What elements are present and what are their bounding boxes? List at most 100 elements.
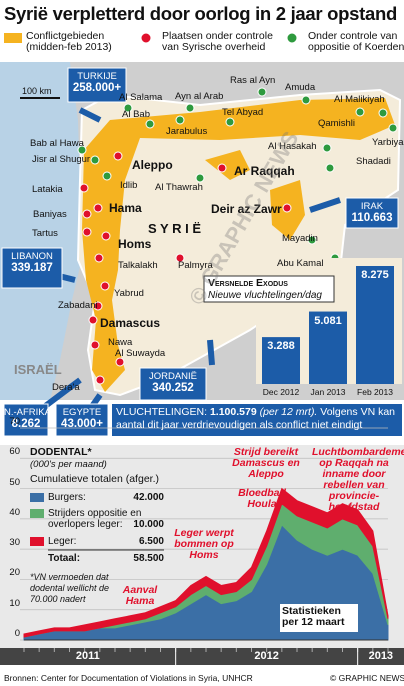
arrow [309, 197, 341, 213]
annotation: Bloedbad Houla [238, 487, 286, 510]
place-label: Baniyas [33, 209, 67, 220]
sea [0, 62, 84, 400]
place-label: Al Suwayda [115, 348, 166, 359]
legend-swatch [30, 537, 44, 546]
legend-label: Plaatsen onder controle van Syrische ove… [162, 30, 273, 53]
place-label: Palmyra [178, 260, 213, 271]
refugee-country: TURKIJE [77, 71, 117, 82]
place-label: Jarabulus [166, 126, 208, 137]
note-count: 1.100.579 [209, 406, 257, 418]
place-label: Nawa [108, 337, 133, 348]
place-label: Al Malikiyah [334, 94, 385, 105]
place-label: Qamishli [318, 118, 355, 129]
refugee-country: N.-AFRIKA [4, 407, 51, 418]
y-tick-label: 10 [9, 597, 20, 609]
annotation: Leger werpt bommen op Homs [174, 527, 234, 561]
chart-title: DODENTAL* [30, 446, 92, 458]
place-dot [355, 107, 365, 117]
place-label: Jisr al Shugur [32, 154, 91, 165]
place-label: Zabadani [58, 300, 98, 311]
place-dot [301, 95, 311, 105]
legend-swatch [140, 32, 152, 44]
annotation: Statistieken per 12 maart [282, 605, 345, 628]
place-dot [101, 231, 111, 241]
annotation-box [280, 604, 358, 632]
place-dot [307, 235, 317, 245]
place-dot [90, 340, 100, 350]
place-label: Shadadi [356, 156, 391, 167]
refugee-count: 258.000+ [72, 82, 122, 94]
annotation: Strijd bereikt Damascus en Aleppo [232, 446, 300, 480]
y-tick-label: 20 [9, 567, 20, 579]
place-label: Idlib [120, 180, 138, 191]
value-label: 3.288 [267, 340, 295, 353]
refugee-country: LIBANON [11, 251, 53, 262]
place-dot [115, 357, 125, 367]
refugee-count: 8.262 [11, 418, 41, 430]
note-date: (per 12 mrt). [259, 406, 318, 418]
total-value: 58.500 [133, 553, 164, 564]
place-dot [388, 123, 398, 133]
place-label: Mayadin [282, 233, 318, 244]
bar [262, 337, 300, 384]
refugee-note: VLUCHTELINGEN: 1.100.579 (per 12 mrt). V… [116, 406, 400, 432]
legend-swatch [4, 33, 22, 43]
place-dot [77, 145, 87, 155]
arrow [207, 339, 215, 366]
bar [356, 266, 394, 384]
annotation: Aanval Hama [122, 584, 158, 607]
legend-label: Conflictgebieden (midden-feb 2013) [26, 30, 112, 53]
credit: © GRAPHIC NEWS [330, 673, 404, 683]
place-dot [378, 108, 388, 118]
y-tick-label: 40 [9, 506, 20, 518]
note-box [112, 404, 402, 436]
place-label: Hama [109, 201, 142, 215]
legend-swatch [30, 493, 44, 502]
place-dot [145, 119, 155, 129]
place-label: Dera'a [52, 382, 80, 393]
refugee-count: 110.663 [351, 212, 393, 224]
source: Bronnen: Center for Documentation of Vio… [4, 673, 253, 683]
refugee-country: EGYPTE [62, 407, 102, 418]
legend-swatch [286, 32, 298, 44]
place-label: S Y R I Ë [148, 221, 201, 236]
place-label: Al Salama [119, 92, 163, 103]
x-group-label: 2013 [368, 650, 394, 662]
y-tick-label: 0 [14, 628, 20, 639]
year-band [0, 648, 404, 665]
value-label: 5.081 [314, 314, 342, 327]
place-label: Talkalakh [118, 260, 158, 271]
inset-subtitle: Nieuwe vluchtelingen/dag [208, 290, 322, 301]
scale-label: 100 km [22, 86, 52, 96]
refugee-box [55, 403, 109, 437]
place-label: Tartus [32, 228, 58, 239]
refugee-box [139, 367, 207, 401]
y-tick-label: 50 [9, 476, 20, 488]
y-tick-label: 60 [9, 446, 20, 458]
x-tick-label: Jan 2013 [310, 387, 346, 397]
place-dot [325, 163, 335, 173]
place-dot [217, 163, 227, 173]
place-dot [282, 203, 292, 213]
conflict-area [205, 150, 250, 180]
x-group-label: 2012 [254, 650, 279, 662]
refugee-box [345, 197, 399, 229]
place-dot [94, 253, 104, 263]
place-dot [79, 183, 89, 193]
title: Syrië verpletterd door oorlog in 2 jaar … [4, 3, 397, 24]
total-label: Totaal: [48, 553, 81, 564]
place-label: Aleppo [132, 158, 173, 172]
place-dot [102, 171, 112, 181]
place-dot [257, 87, 267, 97]
legend-label: Onder controle van oppositie of Koerden [308, 30, 404, 53]
x-tick-label: Feb 2013 [357, 387, 393, 397]
place-dot [175, 115, 185, 125]
place-label: Ayn al Arab [175, 91, 224, 102]
refugee-box [3, 403, 49, 437]
refugee-box [1, 247, 63, 289]
place-dot [90, 155, 100, 165]
place-label: Deir az Zawr [211, 202, 282, 216]
place-label: Ras al Ayn [230, 75, 276, 86]
refugee-count: 43.000+ [61, 418, 103, 430]
legend-label: Strijders oppositie en overlopers leger: [48, 508, 142, 530]
